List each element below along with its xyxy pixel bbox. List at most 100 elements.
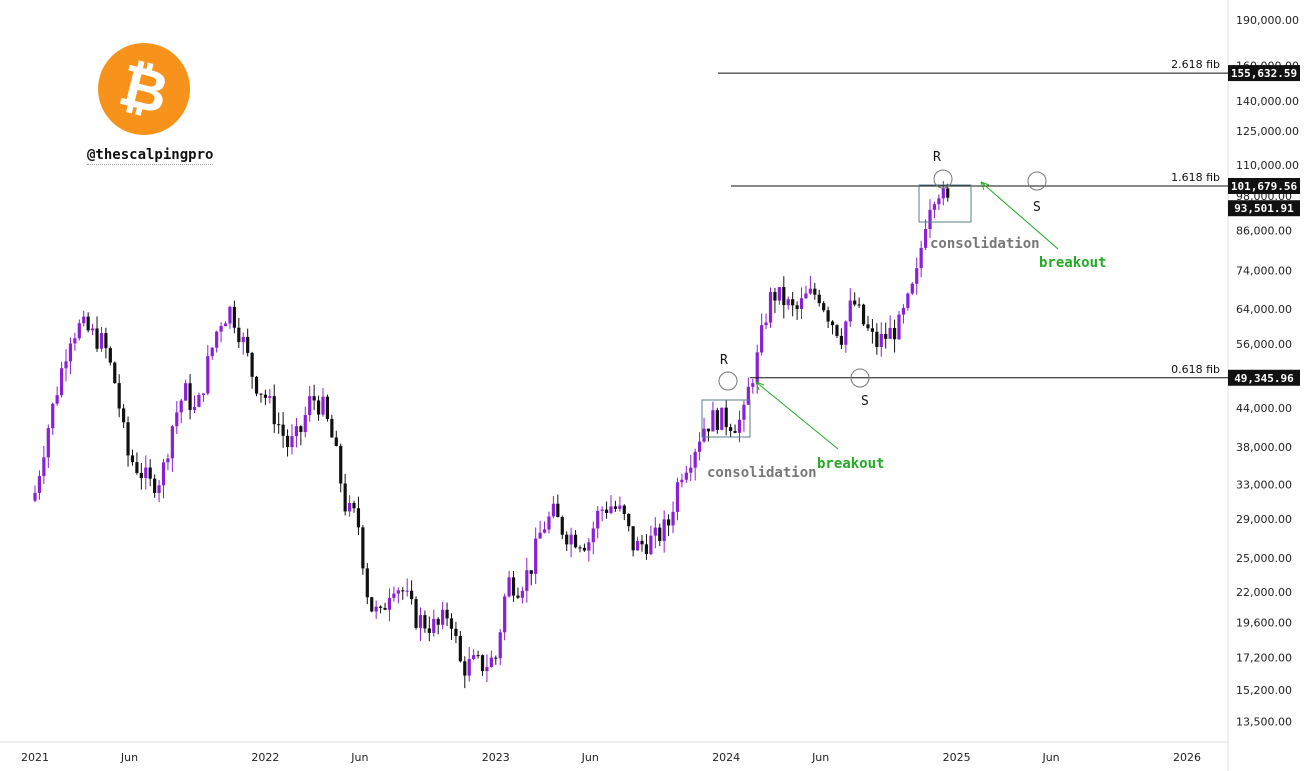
candle-body	[246, 336, 250, 353]
candle-body	[751, 383, 755, 387]
candle-body	[906, 293, 910, 308]
y-tick-label: 29,000.00	[1236, 513, 1292, 526]
candle-body	[37, 476, 42, 493]
candle-body	[219, 326, 223, 332]
candle-body	[135, 462, 139, 473]
candle-body	[241, 336, 245, 343]
candle-body	[299, 426, 303, 433]
price-badge-text: 49,345.96	[1234, 372, 1294, 385]
candle-body	[228, 306, 232, 324]
candle-body	[729, 427, 733, 431]
candle-body	[830, 321, 835, 326]
candle-body	[206, 356, 210, 394]
candle-body	[680, 479, 684, 483]
candle-body	[884, 333, 888, 339]
consolidation-box-2	[918, 184, 972, 223]
y-tick-label: 56,000.00	[1236, 338, 1292, 351]
support-circle-2	[1027, 171, 1047, 191]
candle-body	[197, 394, 201, 407]
candle-body	[325, 396, 330, 419]
candle-body	[232, 306, 236, 328]
candle-body	[427, 628, 431, 633]
candle-body	[604, 509, 609, 513]
candle-body	[786, 299, 790, 306]
candle-body	[374, 606, 378, 612]
candle-body	[538, 532, 542, 539]
candle-body	[361, 527, 365, 569]
candle-body	[839, 335, 843, 345]
candle-body	[268, 396, 272, 398]
candle-body	[578, 547, 582, 549]
candle-body	[649, 535, 653, 555]
candle-body	[290, 436, 294, 448]
y-tick-label: 25,000.00	[1236, 552, 1292, 565]
fib-level-label: 1.618 fib	[1171, 171, 1220, 184]
candle-body	[316, 400, 321, 415]
y-tick-label: 17,200.00	[1236, 651, 1292, 664]
candle-body	[547, 516, 551, 530]
candle-body	[804, 293, 808, 299]
candle-body	[436, 618, 440, 625]
candle-body	[370, 597, 374, 612]
candle-body	[42, 457, 46, 477]
candle-body	[919, 247, 923, 269]
author-handle: @thescalpingpro	[87, 147, 214, 165]
candle-body	[396, 590, 400, 594]
candle-body	[476, 655, 480, 657]
candle-body	[130, 455, 135, 463]
candle-body	[791, 299, 795, 306]
resistance-label-1: R	[720, 353, 728, 368]
time-axis[interactable]: 2021 Jun 2022 Jun 2023 Jun 2024 Jun 2025 Jun 2026	[21, 751, 1201, 764]
candle-body	[339, 445, 343, 484]
candle-body	[799, 298, 804, 309]
x-tick-label: 2021	[21, 751, 49, 764]
candle-body	[485, 667, 489, 672]
y-tick-label: 190,000.00	[1236, 14, 1299, 27]
candle-body	[201, 393, 205, 395]
candle-body	[281, 424, 285, 436]
candle-body	[737, 419, 742, 433]
y-tick-label: 33,000.00	[1236, 478, 1292, 491]
candlestick-series	[33, 181, 950, 689]
candle-body	[870, 328, 875, 332]
candle-body	[445, 609, 449, 619]
candle-body	[777, 287, 781, 301]
candle-body	[175, 412, 179, 427]
candle-body	[285, 435, 290, 448]
candle-body	[888, 327, 892, 339]
candle-body	[494, 657, 498, 659]
candle-body	[148, 467, 152, 479]
candle-body	[556, 503, 560, 518]
candle-body	[308, 396, 312, 416]
support-circle-1	[850, 368, 870, 388]
candle-body	[866, 324, 870, 329]
candle-body	[192, 406, 197, 410]
candle-body	[356, 508, 361, 528]
candle-body	[91, 328, 95, 331]
candle-body	[223, 323, 228, 327]
candle-body	[392, 593, 396, 598]
candle-body	[95, 328, 99, 349]
price-badge	[1228, 177, 1300, 194]
candle-body	[104, 333, 108, 349]
consolidation-label-2: consolidation	[930, 236, 1040, 252]
candle-body	[684, 472, 688, 480]
candle-body	[808, 288, 812, 294]
candle-body	[99, 333, 104, 349]
candle-body	[441, 609, 445, 625]
candle-body	[622, 505, 626, 514]
candle-body	[742, 404, 746, 420]
breakout-label-1: breakout	[817, 456, 884, 472]
candle-body	[941, 188, 945, 199]
fib-level-label: 2.618 fib	[1171, 58, 1220, 71]
price-badge	[1228, 65, 1300, 82]
candle-body	[489, 657, 493, 668]
candle-body	[702, 428, 706, 442]
price-badges: 155,632.59 101,679.56 49,345.96 93,501.91	[1228, 65, 1300, 386]
breakout-arrowhead-1	[755, 381, 765, 391]
candle-body	[254, 376, 259, 394]
x-tick-label: Jun	[811, 751, 829, 764]
annotations-2024-q1: R S consolidation breakout	[701, 353, 884, 481]
candle-body	[144, 467, 148, 479]
